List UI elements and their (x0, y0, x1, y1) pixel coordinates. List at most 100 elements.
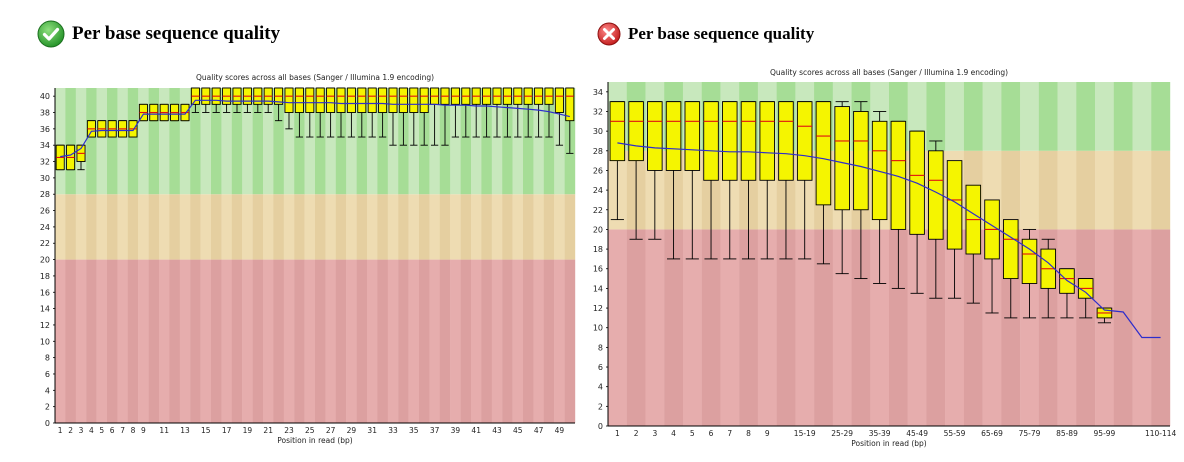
x-tick-label: 47 (534, 426, 544, 435)
x-tick-label: 2 (68, 426, 73, 435)
x-axis-label: Position in read (bp) (851, 439, 927, 448)
background-band (138, 194, 149, 260)
background-band (377, 194, 388, 260)
background-band (283, 259, 295, 423)
background-band (645, 229, 665, 426)
background-band (543, 88, 555, 195)
y-tick-label: 0 (45, 419, 50, 428)
background-band (117, 194, 128, 260)
background-band (55, 194, 66, 260)
background-band (179, 259, 191, 423)
background-band (335, 259, 347, 423)
background-band (626, 229, 646, 426)
box (284, 87, 294, 113)
x-tick-label: 7 (727, 429, 732, 438)
background-band (200, 88, 212, 195)
y-tick-label: 20 (40, 256, 50, 265)
x-tick-label: 2 (634, 429, 639, 438)
background-band (356, 88, 368, 195)
background-band (1020, 150, 1040, 230)
left-heading: Per base sequence quality (37, 20, 280, 48)
background-band (367, 194, 378, 260)
y-tick-label: 26 (593, 166, 603, 175)
box (609, 101, 626, 162)
box (740, 101, 757, 181)
background-band (757, 229, 777, 426)
y-tick-label: 4 (598, 383, 603, 392)
y-tick-label: 32 (40, 158, 50, 167)
background-band (523, 88, 534, 195)
box (367, 87, 377, 113)
x-tick-label: 75-79 (1019, 429, 1041, 438)
background-band (242, 88, 253, 195)
background-band (107, 194, 118, 260)
background-band (1132, 150, 1152, 230)
box (834, 106, 850, 211)
box (796, 101, 813, 181)
box (294, 87, 304, 113)
background-band (1095, 150, 1114, 230)
background-band (1076, 229, 1096, 426)
background-band (96, 259, 108, 423)
y-tick-label: 38 (40, 109, 50, 118)
x-tick-label: 27 (326, 426, 336, 435)
y-tick-label: 30 (40, 174, 50, 183)
box (305, 87, 315, 113)
box (647, 101, 663, 171)
x-tick-label: 31 (367, 426, 377, 435)
x-axis-label: Position in read (bp) (277, 436, 353, 445)
quality-boxplot-chart-right: Quality scores across all bases (Sanger … (593, 68, 1177, 448)
background-band (398, 194, 409, 260)
background-band (65, 194, 76, 260)
y-tick-label: 22 (40, 239, 50, 248)
background-band (533, 194, 544, 260)
background-band (283, 88, 295, 195)
background-band (460, 259, 472, 423)
background-band (512, 259, 524, 423)
background-band (1132, 229, 1152, 426)
background-band (491, 259, 503, 423)
background-band (1038, 82, 1058, 151)
background-band (1057, 229, 1077, 426)
background-band (1057, 150, 1077, 230)
box (890, 120, 907, 230)
chart-title: Quality scores across all bases (Sanger … (770, 68, 1008, 77)
background-band (252, 88, 264, 195)
background-band (346, 259, 357, 423)
background-band (945, 82, 965, 151)
background-band (1057, 82, 1077, 151)
background-band (252, 259, 264, 423)
background-band (1132, 82, 1152, 151)
y-tick-label: 18 (593, 245, 603, 254)
background-band (211, 88, 222, 195)
background-band (963, 82, 983, 151)
background-band (294, 88, 305, 195)
background-band (832, 229, 852, 426)
background-band (460, 88, 472, 195)
background-band (554, 259, 565, 423)
x-tick-label: 4 (671, 429, 676, 438)
background-band (1001, 82, 1021, 151)
background-band (169, 259, 180, 423)
error-x-circle-icon (597, 22, 621, 46)
background-band (387, 259, 399, 423)
background-band (211, 259, 222, 423)
y-tick-label: 14 (40, 305, 50, 314)
y-tick-label: 0 (598, 422, 603, 431)
background-band (907, 229, 927, 426)
x-tick-label: 25 (305, 426, 315, 435)
box (388, 87, 398, 113)
box (409, 87, 419, 113)
background-band (86, 88, 97, 195)
box (628, 101, 644, 162)
x-tick-label: 35 (409, 426, 419, 435)
background-band (179, 88, 191, 195)
box (815, 101, 832, 206)
background-band (65, 88, 76, 195)
background-band (75, 88, 87, 195)
x-tick-label: 33 (388, 426, 398, 435)
y-tick-label: 6 (598, 363, 603, 372)
background-band (315, 194, 326, 260)
section-heading: Per base sequence quality (628, 24, 815, 43)
y-tick-label: 14 (593, 284, 603, 293)
